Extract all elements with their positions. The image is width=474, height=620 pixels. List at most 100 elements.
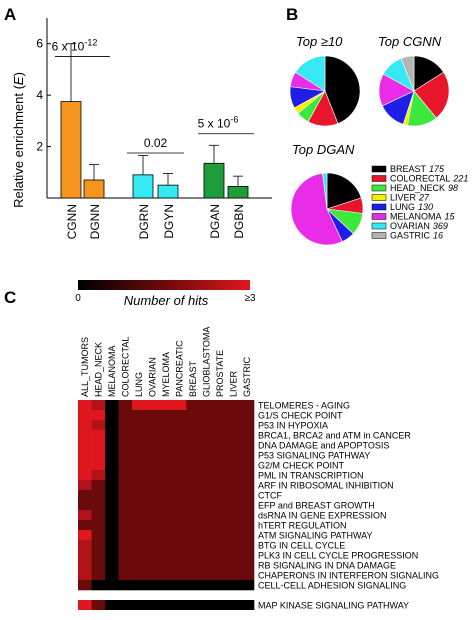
heatmap-column-label: OVARIAN: [147, 357, 157, 397]
heatmap-cell: [172, 500, 187, 511]
heatmap-cell: [105, 500, 119, 511]
heatmap-cell: [78, 430, 92, 441]
heatmap-cell: [159, 430, 174, 441]
heatmap-cell: [78, 540, 92, 551]
heatmap-column-label: PROSTATE: [215, 350, 225, 397]
legend-count: 15: [445, 212, 456, 222]
heatmap-cell: [172, 470, 187, 481]
heatmap-cell: [199, 560, 214, 571]
heatmap-cell: [78, 420, 92, 431]
heatmap-row-label: dsRNA IN GENE EXPRESSION: [258, 511, 387, 521]
legend-swatch: [371, 213, 387, 220]
heatmap-cell: [172, 540, 187, 551]
legend-swatch: [371, 194, 387, 201]
heatmap-cell: [159, 550, 174, 561]
heatmap-cell: [186, 430, 201, 441]
heatmap-cell: [118, 480, 133, 491]
pie-slice: [400, 55, 415, 92]
heatmap-cell: [91, 410, 106, 421]
panel-label-b: B: [286, 5, 298, 24]
heatmap-cell: [91, 510, 106, 521]
pie-title: Top CGNN: [378, 34, 442, 49]
heatmap-cell: [172, 550, 187, 561]
pie-slice: [290, 172, 343, 246]
heatmap-cell: [240, 520, 255, 531]
heatmap-cell: [186, 450, 201, 461]
heatmap-cell: [240, 580, 255, 591]
heatmap-column-label: LUNG: [134, 372, 144, 397]
pie-title: Top DGAN: [292, 142, 355, 157]
heatmap-cell: [118, 570, 133, 581]
heatmap-cell: [213, 500, 228, 511]
p-value-label: 6 x 10-12: [52, 38, 98, 54]
heatmap-cell: [186, 560, 201, 571]
heatmap-cell: [226, 470, 241, 481]
heatmap-cell: [145, 470, 160, 481]
heatmap-cell: [132, 580, 146, 591]
heatmap-cell: [78, 500, 92, 511]
heatmap-cell: [213, 560, 228, 571]
heatmap-column-label: MYELOMA: [161, 352, 171, 397]
heatmap-cell: [240, 570, 255, 581]
heatmap-cell: [226, 600, 241, 610]
heatmap-cell: [159, 410, 174, 421]
heatmap-cell: [240, 480, 255, 491]
heatmap-cell: [78, 440, 92, 451]
heatmap-cell: [240, 560, 255, 571]
colorbar: [78, 280, 250, 290]
heatmap-row-label: P53 SIGNALING PATHWAY: [258, 451, 370, 461]
p-value-base: 6 x 10: [52, 40, 85, 54]
bar: [132, 174, 154, 199]
heatmap-cell: [118, 440, 133, 451]
legend-swatch: [371, 165, 387, 173]
legend-count: 369: [433, 221, 448, 231]
heatmap-cell: [240, 550, 255, 561]
heatmap-cell: [213, 400, 228, 411]
x-category-label: CGNN: [65, 204, 79, 239]
heatmap-cell: [213, 420, 228, 431]
legend-swatch: [371, 184, 387, 192]
heatmap-cell: [226, 550, 241, 561]
heatmap-cell: [145, 580, 160, 591]
heatmap-row-label: PLK3 IN CELL CYCLE PROGRESSION: [258, 551, 418, 561]
y-tick-label: 2: [36, 140, 43, 154]
heatmap-cell: [78, 580, 92, 591]
heatmap-row-label: ARF IN RIBOSOMAL INHIBITION: [258, 481, 394, 491]
p-value-base: 0.02: [144, 136, 168, 150]
heatmap-cell: [199, 430, 214, 441]
heatmap-cell: [132, 540, 146, 551]
heatmap-row-label: BRCA1, BRCA2 and ATM in CANCER: [258, 431, 411, 441]
heatmap-row-label: EFP and BREAST GROWTH: [258, 501, 375, 511]
heatmap-cell: [145, 440, 160, 451]
heatmap-cell: [213, 580, 228, 591]
heatmap-cell: [226, 440, 241, 451]
heatmap-cell: [186, 420, 201, 431]
heatmap-cell: [91, 470, 106, 481]
heatmap-cell: [145, 410, 160, 421]
heatmap-cell: [118, 510, 133, 521]
x-category-label: DGAN: [208, 204, 222, 239]
heatmap-cell: [145, 520, 160, 531]
heatmap-cell: [105, 580, 119, 591]
heatmap-cell: [91, 480, 106, 491]
pie-slice: [322, 172, 328, 210]
heatmap-cell: [213, 520, 228, 531]
heatmap-cell: [132, 450, 146, 461]
heatmap-cell: [118, 560, 133, 571]
heatmap-row-label: G2/M CHECK POINT: [258, 461, 345, 471]
heatmap-cell: [118, 400, 133, 411]
heatmap-cell: [118, 410, 133, 421]
pie-title: Top ≥10: [296, 34, 343, 49]
heatmap-cell: [213, 600, 228, 610]
heatmap-cell: [145, 450, 160, 461]
heatmap-cell: [91, 450, 106, 461]
heatmap-cell: [199, 440, 214, 451]
heatmap-cell: [105, 600, 119, 610]
heatmap-cell: [240, 400, 255, 411]
heatmap-cell: [91, 540, 106, 551]
heatmap-cell: [213, 550, 228, 561]
heatmap-cell: [91, 550, 106, 561]
heatmap-cell: [213, 570, 228, 581]
heatmap-cell: [159, 570, 174, 581]
heatmap-cell: [186, 580, 201, 591]
